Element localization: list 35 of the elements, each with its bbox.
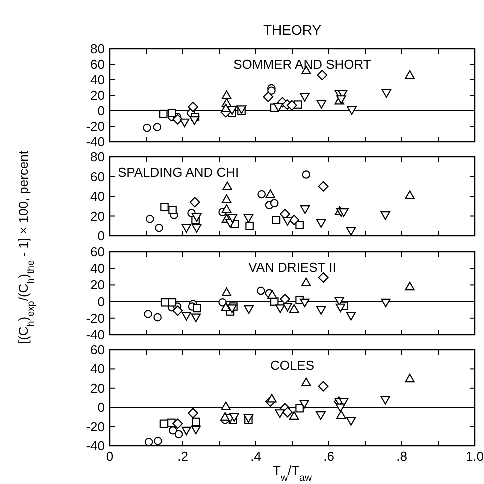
y-tick-label: -40 [86,328,105,342]
y-tick-label: 80 [90,42,105,56]
y-tick-label: 20 [90,380,105,396]
y-tick-label: 20 [90,88,105,103]
y-tick-label: 0 [98,400,105,416]
y-tick-label: -40 [86,438,105,454]
y-tick-label: 0 [98,228,105,244]
x-tick-label: 1.0 [466,449,484,464]
y-tick-label: 60 [90,244,105,260]
y-tick-label: 40 [90,261,105,276]
y-tick-label: -20 [86,310,105,326]
y-tick-label: 20 [90,278,105,293]
y-tick-label: 20 [90,208,105,224]
y-tick-label: 60 [90,57,105,72]
y-tick-label: 0 [98,104,105,118]
y-tick-label: 40 [90,189,105,204]
annotation: SOMMER AND SHORT [234,57,372,72]
x-axis-title: T$_{w}$/T$_{aw}$ [272,463,313,484]
y-tick-label: -20 [86,119,105,134]
y-tick-label: 60 [90,169,105,184]
x-tick-label: .6 [324,449,334,464]
x-tick-label: .4 [250,449,262,464]
y-tick-label: -40 [86,134,105,150]
y-tick-label: 40 [90,362,105,377]
y-tick-label: 60 [90,342,105,358]
y-tick-label: 40 [90,72,105,88]
annotation: SPALDING AND CHI [118,165,240,180]
y-tick-label: -20 [86,419,105,434]
annotation: COLES [270,358,315,373]
chart-title: THEORY [263,22,322,38]
annotation: VAN DRIEST II [248,260,336,275]
x-tick-label: .8 [396,449,408,464]
x-tick-label: .2 [178,449,188,464]
y-tick-label: 0 [98,294,105,310]
y-tick-label: 80 [90,150,105,164]
